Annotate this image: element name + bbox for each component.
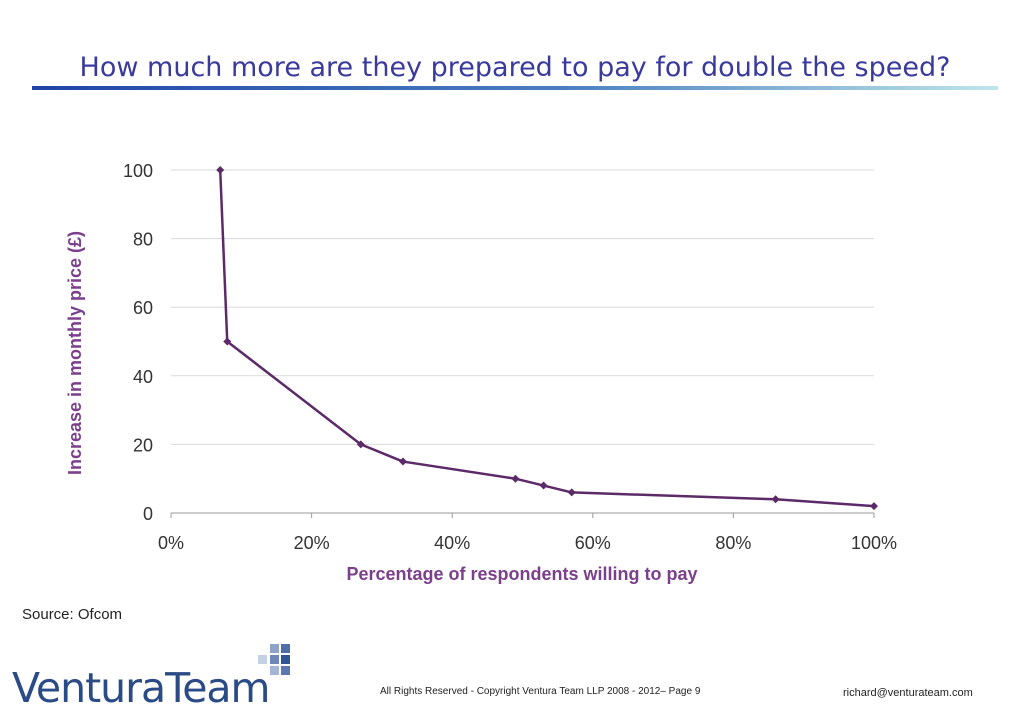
ventura-team-logo: VenturaTeam (12, 644, 302, 712)
data-point (511, 474, 520, 483)
y-axis-label: Increase in monthly price (£) (65, 231, 85, 475)
line-chart: 0 20 40 60 80 100 0% 20% 40% 60% 80% 100% Percenta… (65, 161, 897, 584)
x-tick-label: 40% (434, 533, 470, 553)
data-point (223, 337, 232, 346)
y-tick-labels: 0 20 40 60 80 100 (123, 161, 153, 524)
x-tick-label: 0% (158, 533, 184, 553)
data-point (216, 166, 225, 174)
y-tick-label: 20 (133, 435, 153, 455)
logo-wordmark: VenturaTeam (12, 664, 270, 712)
y-tick-label: 0 (143, 504, 153, 524)
series-line (218, 169, 875, 508)
x-axis-label: Percentage of respondents willing to pay (346, 564, 697, 584)
y-tick-label: 80 (133, 230, 153, 250)
footer-email[interactable]: richard@venturateam.com (843, 687, 973, 699)
data-point (567, 488, 576, 497)
x-tick-label: 60% (575, 533, 611, 553)
data-point (539, 481, 548, 490)
data-point (771, 495, 780, 504)
x-tick-labels: 0% 20% 40% 60% 80% 100% (158, 533, 897, 553)
data-point (356, 440, 365, 449)
source-note: Source: Ofcom (22, 606, 123, 623)
chart-grid (171, 169, 874, 445)
y-tick-label: 60 (133, 298, 153, 318)
x-tick-label: 100% (851, 533, 897, 553)
series-layer (216, 166, 878, 511)
title-divider (32, 86, 998, 90)
page-title: How much more are they prepared to pay f… (79, 52, 951, 83)
x-tick-label: 20% (294, 533, 330, 553)
y-tick-label: 100 (123, 161, 153, 181)
data-point (398, 457, 407, 466)
logo-squares-icon (258, 644, 290, 675)
footer-copyright: All Rights Reserved - Copyright Ventura … (380, 686, 701, 697)
y-tick-label: 40 (133, 367, 153, 387)
x-tick-label: 80% (715, 533, 751, 553)
data-point (870, 502, 878, 511)
chart-axes (170, 512, 875, 518)
